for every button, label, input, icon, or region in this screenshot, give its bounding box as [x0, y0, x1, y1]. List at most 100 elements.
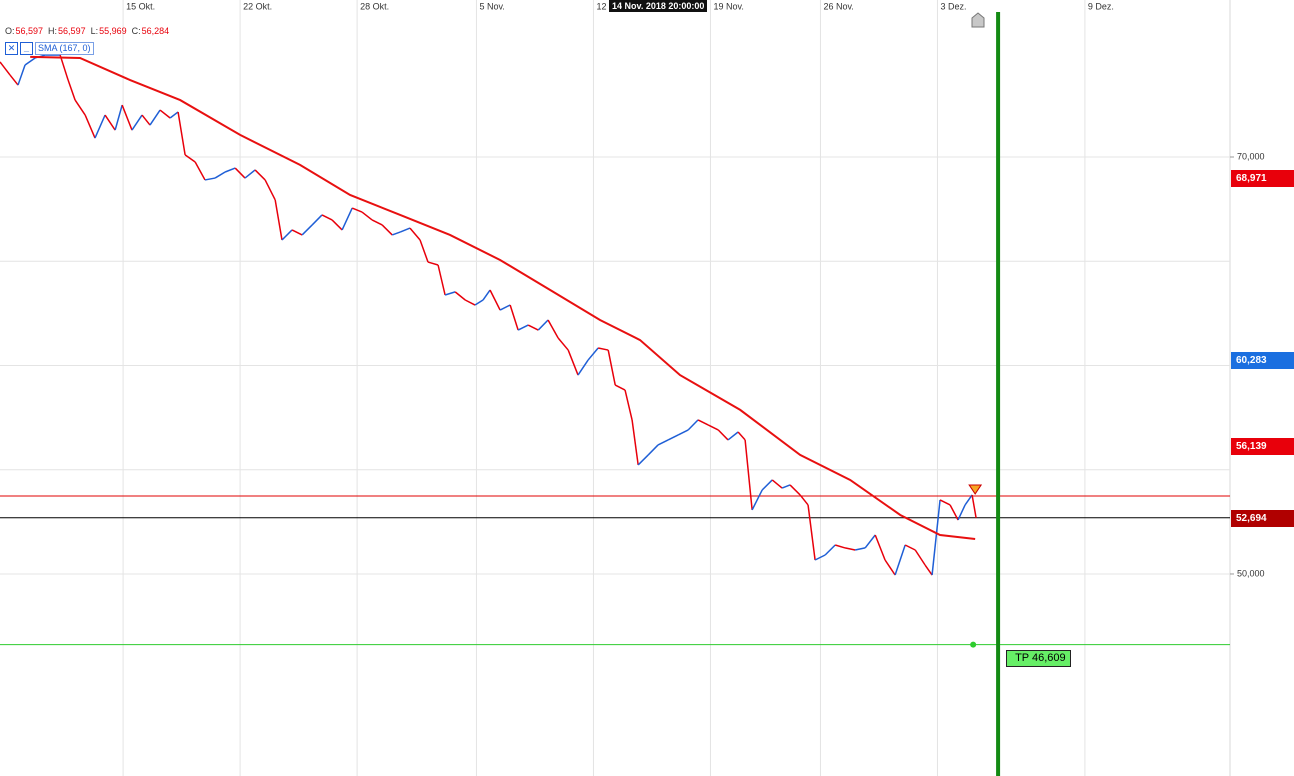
price-tag: 68,971	[1231, 170, 1294, 188]
price-segment	[184, 154, 196, 163]
price-segment	[114, 104, 123, 131]
price-segment	[707, 424, 719, 431]
price-segment	[74, 99, 86, 116]
price-segment	[0, 61, 11, 76]
x-tick-label: 22 Okt.	[243, 1, 272, 11]
price-segment	[351, 207, 363, 213]
price-segment	[537, 319, 549, 331]
price-segment	[799, 494, 809, 506]
price-segment	[409, 227, 421, 241]
price-segment	[854, 547, 866, 551]
price-segment	[509, 304, 519, 331]
price-segment	[141, 114, 151, 126]
price-segment	[949, 504, 959, 521]
price-segment	[224, 167, 236, 173]
price-segment	[474, 299, 484, 306]
price-segment	[744, 439, 753, 511]
crosshair-label: 14 Nov. 2018 20:00:00	[609, 0, 708, 12]
home-icon[interactable]	[971, 12, 985, 28]
price-segment	[454, 291, 466, 301]
price-segment	[371, 219, 383, 226]
price-segment	[737, 431, 746, 441]
price-tag: 56,139	[1231, 437, 1294, 455]
price-segment	[557, 337, 569, 351]
price-segment	[687, 419, 699, 431]
price-segment	[301, 224, 313, 236]
price-segment	[807, 504, 816, 561]
price-segment	[587, 347, 599, 361]
price-segment	[17, 64, 26, 86]
price-segment	[637, 454, 649, 466]
price-segment	[499, 304, 511, 311]
price-tag: 60,283	[1231, 351, 1294, 369]
price-segment	[427, 261, 439, 266]
price-segment	[489, 289, 501, 311]
y-tick-label: 50,000	[1237, 568, 1265, 578]
grid: 50,000 70,000 15 Okt. 22 Okt. 28 Okt. 5 Nov. 1…	[0, 0, 1265, 776]
price-segment	[914, 549, 926, 566]
price-segment	[607, 349, 616, 386]
take-profit-tag[interactable]: TP 46,609	[1006, 649, 1071, 667]
price-segment	[291, 229, 303, 236]
price-segment	[964, 494, 973, 506]
price-segment	[614, 384, 626, 391]
price-segment	[391, 231, 401, 236]
price-segment	[577, 359, 589, 376]
ohlc-info: O:56,597 H:56,597 L:55,969 C:56,284	[5, 26, 174, 36]
ohlc-value: 55,969	[99, 26, 127, 36]
x-tick-label: 19 Nov.	[713, 1, 743, 11]
price-segment	[274, 199, 283, 241]
price-segment	[361, 211, 373, 221]
price-segment	[677, 429, 689, 436]
price-segment	[597, 347, 609, 351]
ohlc-value: 56,284	[141, 26, 170, 36]
price-segment	[177, 111, 186, 156]
price-segment	[667, 434, 679, 441]
price-segment	[824, 544, 836, 556]
minimize-button[interactable]: _	[20, 42, 33, 55]
price-segment	[971, 494, 977, 519]
price-segment	[771, 479, 783, 489]
price-segment	[149, 109, 161, 126]
legend-entry[interactable]: SMA (167, 0)	[35, 42, 94, 55]
sma-line	[30, 55, 976, 540]
price-segment	[94, 114, 106, 139]
price-segment	[341, 207, 353, 231]
price-segment	[647, 444, 659, 456]
price-segment	[624, 389, 633, 421]
price-segment	[121, 104, 133, 131]
price-segment	[894, 544, 906, 576]
price-segment	[131, 114, 143, 131]
price-segment	[567, 349, 579, 376]
ohlc-name: L:	[90, 26, 99, 36]
take-profit-dot	[970, 641, 977, 648]
x-tick-label: 9 Dez.	[1088, 1, 1114, 11]
price-segment	[844, 547, 856, 551]
price-segment	[957, 504, 966, 521]
price-segment	[9, 74, 19, 86]
price-segment	[657, 439, 669, 446]
price-segment	[419, 239, 429, 263]
ohlc-name: C:	[131, 26, 141, 36]
price-segment	[527, 324, 539, 331]
price-segment	[331, 219, 343, 231]
price-segment	[482, 289, 491, 301]
price-segment	[761, 479, 773, 491]
ohlc-value: 56,597	[58, 26, 86, 36]
price-tag: 52,694	[1231, 509, 1294, 527]
price-segment	[204, 177, 216, 181]
price-segment	[864, 534, 876, 549]
price-segment	[84, 114, 96, 139]
price-segment	[884, 559, 896, 576]
price-segment	[264, 179, 276, 201]
price-segment	[24, 57, 36, 66]
plot	[0, 12, 1230, 776]
price-segment	[781, 484, 791, 489]
close-button[interactable]: ✕	[5, 42, 18, 55]
price-segment	[281, 229, 293, 241]
price-segment	[159, 109, 171, 119]
price-segment	[904, 544, 916, 551]
price-segment	[727, 431, 739, 441]
